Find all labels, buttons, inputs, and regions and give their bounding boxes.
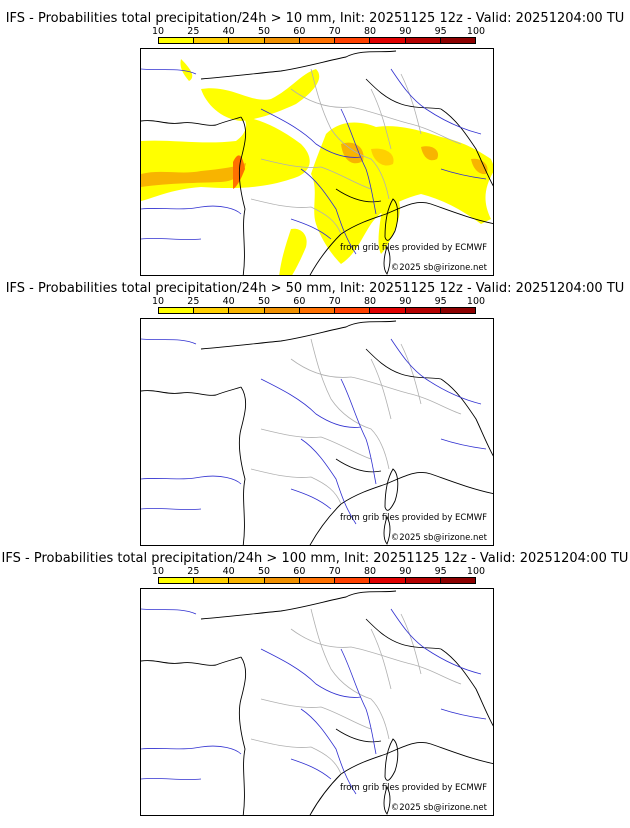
colorbar-segment bbox=[264, 308, 300, 313]
colorbar-segment bbox=[229, 38, 265, 43]
colorbar-segment bbox=[299, 38, 336, 43]
colorbar-tick-label: 40 bbox=[222, 26, 235, 37]
precip-prob-fill bbox=[141, 59, 493, 275]
colorbar-segment bbox=[335, 578, 371, 583]
colorbar-tick-label: 100 bbox=[466, 566, 486, 577]
colorbar-tick-label: 95 bbox=[434, 26, 447, 37]
colorbar-tick-label: 60 bbox=[293, 296, 306, 307]
map-lines bbox=[141, 50, 493, 275]
colorbar-segment bbox=[299, 308, 336, 313]
credit-copyright: ©2025 sb@irizone.net bbox=[390, 533, 487, 543]
colorbar-tick-label: 25 bbox=[187, 26, 200, 37]
credit-copyright: ©2025 sb@irizone.net bbox=[390, 803, 487, 813]
colorbar bbox=[158, 37, 476, 44]
colorbar-segment bbox=[229, 308, 265, 313]
colorbar-ticks: 10 25 40 50 60 70 80 90 95 100 bbox=[152, 566, 485, 577]
colorbar-segment bbox=[264, 578, 300, 583]
colorbar-tick-label: 10 bbox=[151, 566, 165, 577]
map-lines bbox=[141, 590, 493, 815]
colorbar-tick-label: 90 bbox=[399, 566, 412, 577]
precip-map: from grib files provided by ECMWF ©2025 … bbox=[140, 318, 494, 546]
colorbar-ticks: 10 25 40 50 60 70 80 90 95 100 bbox=[152, 26, 485, 37]
colorbar-tick-label: 80 bbox=[363, 296, 377, 307]
colorbar-tick-label: 50 bbox=[257, 26, 271, 37]
colorbar-ticks: 10 25 40 50 60 70 80 90 95 100 bbox=[152, 296, 485, 307]
colorbar-segment bbox=[264, 38, 300, 43]
colorbar-tick-label: 70 bbox=[328, 296, 341, 307]
colorbar-segment bbox=[194, 578, 230, 583]
map-svg bbox=[141, 320, 493, 545]
colorbar-segment bbox=[159, 578, 195, 583]
colorbar-segment bbox=[335, 308, 371, 313]
colorbar-segment bbox=[335, 38, 371, 43]
colorbar-segment bbox=[229, 578, 265, 583]
map-svg bbox=[141, 50, 493, 275]
colorbar-tick-label: 25 bbox=[187, 566, 200, 577]
panel-title: IFS - Probabilities total precipitation/… bbox=[1, 551, 629, 566]
colorbar-tick-label: 95 bbox=[434, 566, 447, 577]
colorbar-tick-label: 60 bbox=[293, 26, 306, 37]
colorbar bbox=[158, 577, 476, 584]
colorbar-segment bbox=[299, 578, 336, 583]
colorbar-segment bbox=[194, 38, 230, 43]
credit-source: from grib files provided by ECMWF bbox=[340, 513, 487, 523]
colorbar-segment bbox=[370, 308, 406, 313]
colorbar-tick-label: 90 bbox=[399, 26, 412, 37]
colorbar-segment bbox=[405, 308, 441, 313]
map-panel-50mm: IFS - Probabilities total precipitation/… bbox=[0, 270, 630, 549]
colorbar-segment bbox=[370, 38, 406, 43]
panel-title: IFS - Probabilities total precipitation/… bbox=[5, 281, 625, 296]
colorbar-tick-label: 50 bbox=[257, 296, 271, 307]
colorbar-tick-label: 10 bbox=[151, 26, 165, 37]
colorbar-segment bbox=[194, 308, 230, 313]
credit-copyright: ©2025 sb@irizone.net bbox=[390, 263, 487, 273]
credit-source: from grib files provided by ECMWF bbox=[340, 243, 487, 253]
colorbar-segment bbox=[440, 578, 475, 583]
colorbar bbox=[158, 307, 476, 314]
precip-map: from grib files provided by ECMWF ©2025 … bbox=[140, 588, 494, 816]
colorbar-segment bbox=[440, 308, 475, 313]
colorbar-segment bbox=[405, 38, 441, 43]
colorbar-segment bbox=[159, 38, 195, 43]
precip-map: from grib files provided by ECMWF ©2025 … bbox=[140, 48, 494, 276]
colorbar-tick-label: 10 bbox=[151, 296, 165, 307]
colorbar-segment bbox=[405, 578, 441, 583]
map-panel-10mm: IFS - Probabilities total precipitation/… bbox=[0, 0, 630, 279]
colorbar-tick-label: 40 bbox=[222, 566, 235, 577]
colorbar-segment bbox=[440, 38, 475, 43]
colorbar-tick-label: 100 bbox=[466, 26, 486, 37]
colorbar-tick-label: 95 bbox=[434, 296, 447, 307]
colorbar-tick-label: 80 bbox=[363, 566, 377, 577]
colorbar-tick-label: 50 bbox=[257, 566, 271, 577]
map-lines bbox=[141, 320, 493, 545]
colorbar-tick-label: 70 bbox=[328, 566, 341, 577]
colorbar-tick-label: 60 bbox=[293, 566, 306, 577]
colorbar-tick-label: 80 bbox=[363, 26, 377, 37]
colorbar-segment bbox=[370, 578, 406, 583]
colorbar-segment bbox=[159, 308, 195, 313]
colorbar-tick-label: 90 bbox=[399, 296, 412, 307]
colorbar-tick-label: 70 bbox=[328, 26, 341, 37]
colorbar-tick-label: 100 bbox=[466, 296, 486, 307]
panel-title: IFS - Probabilities total precipitation/… bbox=[5, 11, 625, 26]
colorbar-tick-label: 25 bbox=[187, 296, 200, 307]
colorbar-tick-label: 40 bbox=[222, 296, 235, 307]
map-panel-100mm: IFS - Probabilities total precipitation/… bbox=[0, 540, 630, 828]
credit-source: from grib files provided by ECMWF bbox=[340, 783, 487, 793]
map-svg bbox=[141, 590, 493, 815]
